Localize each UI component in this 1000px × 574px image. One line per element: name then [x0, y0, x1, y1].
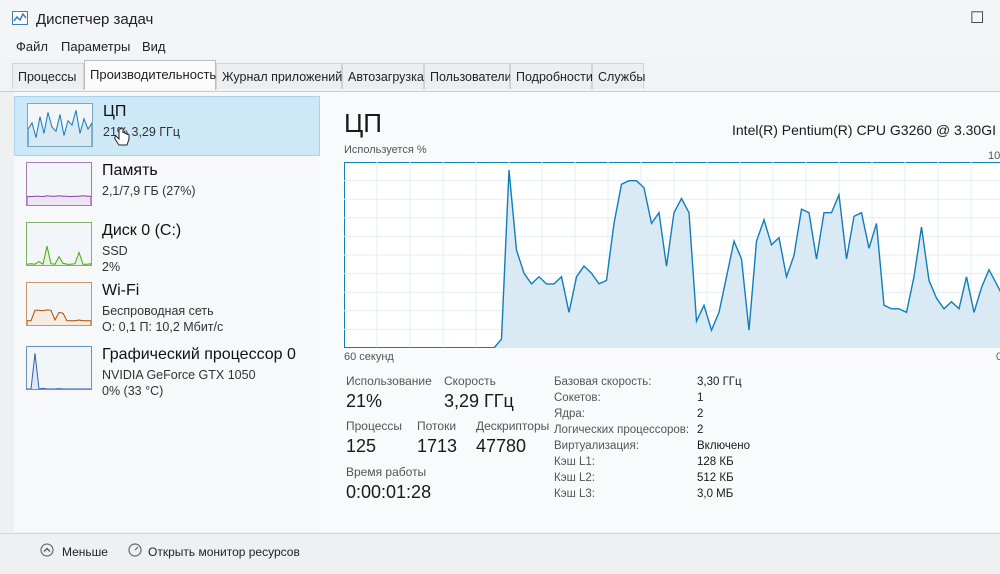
window-title: Диспетчер задач — [36, 11, 153, 28]
handles-label: Дескрипторы — [476, 419, 549, 433]
hand-cursor-icon — [113, 127, 131, 149]
page-title: ЦП — [344, 108, 382, 139]
uptime-value: 0:00:01:28 — [346, 482, 431, 503]
graph-x-label: 60 секунд — [344, 351, 394, 363]
sidebar-item-gpu[interactable]: Графический процессор 0 NVIDIA GeForce G… — [14, 340, 320, 400]
detail-key: Кэш L1: — [554, 456, 595, 468]
cpu-usage-graph — [344, 162, 1000, 348]
menu-bar: Файл Параметры Вид — [0, 36, 1000, 58]
speed-value: 3,29 ГГц — [444, 391, 514, 412]
memory-sparkline — [27, 163, 91, 205]
disk-usage: 2% — [102, 260, 120, 274]
wifi-label: Wi-Fi — [102, 282, 139, 300]
menu-view[interactable]: Вид — [142, 39, 166, 54]
cpu-sparkline — [28, 104, 92, 146]
tab-users[interactable]: Пользователи — [424, 63, 510, 89]
detail-key: Кэш L3: — [554, 488, 595, 500]
gpu-label: Графический процессор 0 — [102, 346, 296, 364]
graph-y-label: Используется % — [344, 144, 427, 156]
detail-value: 1 — [697, 392, 703, 404]
uptime-label: Время работы — [346, 465, 426, 479]
maximize-button[interactable]: ☐ — [970, 8, 984, 28]
menu-options[interactable]: Параметры — [61, 39, 130, 54]
tab-startup[interactable]: Автозагрузка — [342, 63, 424, 89]
chevron-up-icon[interactable] — [40, 543, 54, 557]
tab-processes[interactable]: Процессы — [12, 63, 84, 89]
resource-monitor-icon[interactable] — [128, 543, 142, 557]
tab-services[interactable]: Службы — [592, 63, 644, 89]
handles-value: 47780 — [476, 436, 526, 457]
open-resource-monitor-link[interactable]: Открыть монитор ресурсов — [148, 545, 300, 559]
footer-bar: Меньше Открыть монитор ресурсов — [0, 533, 1000, 574]
task-manager-icon — [12, 10, 28, 26]
threads-label: Потоки — [417, 419, 456, 433]
title-bar: Диспетчер задач ☐ — [0, 0, 1000, 36]
disk-type: SSD — [102, 244, 128, 258]
detail-value: 2 — [697, 424, 703, 436]
detail-value: 512 КБ — [697, 472, 734, 484]
disk-label: Диск 0 (C:) — [102, 222, 181, 240]
utilization-value: 21% — [346, 391, 382, 412]
memory-label: Память — [102, 162, 158, 180]
gpu-sparkline — [27, 347, 91, 389]
tab-bar: Процессы Производительность Журнал прило… — [0, 58, 1000, 92]
detail-key: Ядра: — [554, 408, 585, 420]
detail-value: Включено — [697, 440, 750, 452]
detail-value: 3,0 МБ — [697, 488, 733, 500]
sidebar-item-disk[interactable]: Диск 0 (C:) SSD 2% — [14, 216, 320, 276]
wifi-throughput: О: 0,1 П: 10,2 Мбит/с — [102, 320, 223, 334]
sidebar-item-memory[interactable]: Память 2,1/7,9 ГБ (27%) — [14, 156, 320, 216]
wifi-type: Беспроводная сеть — [102, 304, 214, 318]
gpu-model: NVIDIA GeForce GTX 1050 — [102, 368, 256, 382]
utilization-label: Использование — [346, 374, 432, 388]
resource-sidebar: ЦП 21% 3,29 ГГц Память 2,1/7,9 ГБ (27%) … — [14, 92, 321, 532]
detail-key: Логических процессоров: — [554, 424, 689, 436]
detail-key: Виртуализация: — [554, 440, 639, 452]
processes-label: Процессы — [346, 419, 402, 433]
detail-value: 2 — [697, 408, 703, 420]
cpu-thumbnail — [27, 103, 93, 147]
fewer-details-link[interactable]: Меньше — [62, 545, 108, 559]
disk-thumbnail — [26, 222, 92, 266]
tab-details[interactable]: Подробности — [510, 63, 592, 89]
tab-app-history[interactable]: Журнал приложений — [216, 63, 342, 89]
detail-value: 3,30 ГГц — [697, 376, 742, 388]
gpu-thumbnail — [26, 346, 92, 390]
processes-value: 125 — [346, 436, 376, 457]
detail-key: Кэш L2: — [554, 472, 595, 484]
detail-value: 128 КБ — [697, 456, 734, 468]
gpu-usage: 0% (33 °C) — [102, 384, 163, 398]
memory-thumbnail — [26, 162, 92, 206]
tab-performance[interactable]: Производительность — [84, 60, 216, 90]
threads-value: 1713 — [417, 436, 457, 457]
speed-label: Скорость — [444, 374, 496, 388]
memory-summary: 2,1/7,9 ГБ (27%) — [102, 184, 196, 198]
sidebar-item-cpu[interactable]: ЦП 21% 3,29 ГГц — [14, 96, 320, 156]
disk-sparkline — [27, 223, 91, 265]
cpu-detail-panel: ЦП Intel(R) Pentium(R) CPU G3260 @ 3.30G… — [320, 92, 1000, 532]
cpu-model-name: Intel(R) Pentium(R) CPU G3260 @ 3.30GI — [732, 122, 996, 138]
sidebar-item-wifi[interactable]: Wi-Fi Беспроводная сеть О: 0,1 П: 10,2 М… — [14, 276, 320, 336]
detail-key: Сокетов: — [554, 392, 601, 404]
wifi-thumbnail — [26, 282, 92, 326]
graph-y-max: 10 — [988, 150, 1000, 162]
cpu-label: ЦП — [103, 103, 126, 121]
cpu-usage-chart — [344, 162, 1000, 348]
graph-x-end: 0 — [996, 351, 1000, 363]
wifi-sparkline — [27, 283, 91, 325]
detail-key: Базовая скорость: — [554, 376, 651, 388]
menu-file[interactable]: Файл — [16, 39, 48, 54]
